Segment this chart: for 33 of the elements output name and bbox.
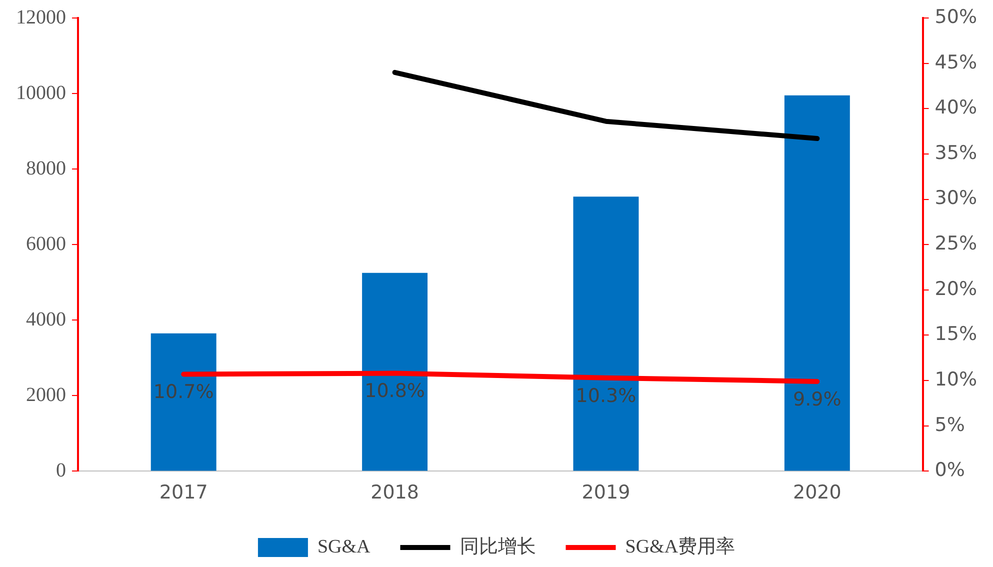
data-label: 9.9% bbox=[793, 388, 842, 410]
y-tick-label: 0 bbox=[56, 459, 66, 482]
legend-label: SG&A费用率 bbox=[625, 535, 736, 558]
y-tick-label: 12000 bbox=[16, 6, 66, 28]
y2-tick-label: 45% bbox=[934, 51, 978, 74]
data-label: 10.8% bbox=[364, 380, 425, 402]
y2-tick-label: 10% bbox=[934, 368, 978, 390]
y-tick-label: 8000 bbox=[26, 157, 66, 180]
y2-tick-label: 30% bbox=[934, 187, 978, 210]
y-tick-label: 2000 bbox=[26, 384, 66, 406]
bar bbox=[784, 95, 850, 471]
legend-label: SG&A bbox=[317, 536, 371, 558]
y2-tick-label: 5% bbox=[934, 414, 965, 436]
y-tick-label: 10000 bbox=[16, 82, 66, 104]
y-tick-label: 6000 bbox=[26, 232, 66, 255]
data-label: 10.3% bbox=[576, 384, 636, 407]
bar bbox=[573, 196, 639, 471]
y2-tick-label: 15% bbox=[934, 323, 978, 346]
data-label: 10.7% bbox=[153, 381, 214, 404]
bar bbox=[362, 272, 428, 471]
y2-tick-label: 20% bbox=[934, 278, 978, 300]
y2-tick-label: 25% bbox=[934, 232, 978, 255]
y2-tick-label: 40% bbox=[934, 96, 978, 119]
x-tick-label: 2020 bbox=[792, 482, 842, 504]
y2-tick-label: 0% bbox=[934, 459, 965, 482]
x-tick-label: 2017 bbox=[159, 482, 208, 504]
x-tick-label: 2018 bbox=[370, 482, 419, 504]
legend-label: 同比增长 bbox=[460, 536, 536, 558]
y2-tick-label: 35% bbox=[934, 142, 978, 164]
y2-tick-label: 50% bbox=[934, 6, 978, 28]
y-tick-label: 4000 bbox=[26, 308, 66, 330]
bar bbox=[150, 333, 216, 471]
x-tick-label: 2019 bbox=[582, 482, 630, 504]
